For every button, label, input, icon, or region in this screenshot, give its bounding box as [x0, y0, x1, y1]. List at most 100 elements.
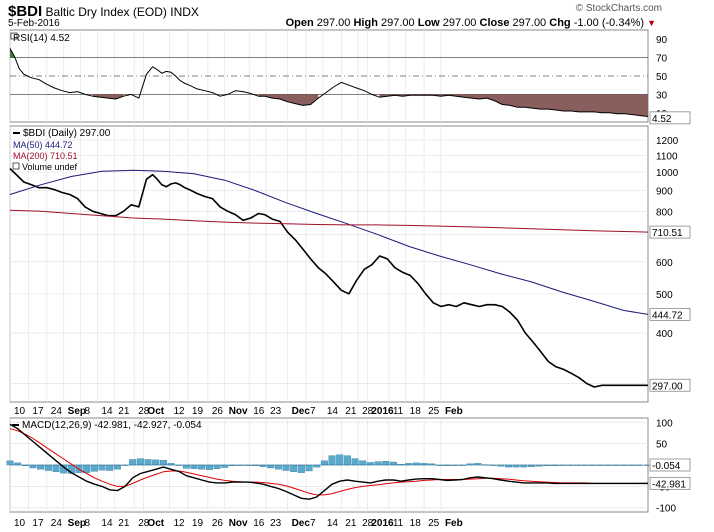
- macd-histogram-bar: [144, 459, 152, 466]
- ma200-legend: MA(200) 710.51: [13, 151, 78, 161]
- x-tick-label: 17: [32, 406, 44, 417]
- x-tick-label: Nov: [229, 406, 248, 417]
- macd-histogram-bar: [343, 455, 351, 466]
- macd-histogram-bar: [129, 459, 137, 466]
- x-tick-label: 21: [345, 406, 357, 417]
- x-tick-label: 18: [410, 406, 422, 417]
- x-tick-label: 14: [101, 406, 113, 417]
- x-tick-label-bottom: 28: [362, 518, 374, 529]
- bdi-last-value-box: [649, 378, 691, 392]
- macd-histogram-bar: [267, 464, 275, 469]
- down-arrow-icon: ▼: [647, 18, 656, 28]
- ohlc-readout: Open 297.00 High 297.00 Low 297.00 Close…: [286, 17, 656, 29]
- x-tick-label: Feb: [445, 406, 463, 417]
- x-tick-label: 24: [51, 406, 63, 417]
- macd-histogram-bar: [6, 460, 14, 466]
- macd-last-value-box: [649, 476, 691, 490]
- x-tick-label: 23: [270, 406, 282, 417]
- rsi-tick-label: 70: [656, 54, 668, 65]
- macd-histogram-bar: [374, 461, 382, 466]
- low-value: 297.00: [442, 17, 477, 29]
- rsi-tick-label: 30: [656, 90, 668, 101]
- macd-histogram-bar: [152, 459, 160, 466]
- macd-histogram-bar: [382, 461, 390, 466]
- macd-histogram-bar: [297, 464, 305, 473]
- x-tick-label-bottom: 19: [192, 518, 204, 529]
- macd-histogram-bar: [389, 461, 397, 466]
- x-tick-label-bottom: Feb: [445, 518, 463, 529]
- chart-title: $BDI Baltic Dry Index (EOD) INDX: [8, 3, 199, 20]
- ma50-last-value: 444.72: [652, 310, 683, 321]
- rsi-tick-label: 90: [656, 35, 668, 46]
- macd-histogram-bar: [90, 464, 98, 472]
- x-tick-label-bottom: 23: [270, 518, 282, 529]
- x-tick-label: 28: [138, 406, 150, 417]
- x-tick-label: 19: [192, 406, 204, 417]
- x-tick-label-bottom: 11: [393, 518, 404, 529]
- rsi-legend-marker: [10, 32, 18, 40]
- bdi-price-line: [9, 168, 648, 388]
- macd-histogram-bar: [14, 462, 22, 466]
- x-tick-label-bottom: 21: [118, 518, 130, 529]
- x-tick-label-bottom: 26: [212, 518, 224, 529]
- macd-histogram-bar: [290, 464, 298, 472]
- price-panel: [9, 125, 649, 403]
- x-tick-label: Sep: [68, 406, 86, 417]
- rsi-line: [9, 48, 649, 117]
- symbol: $BDI: [8, 3, 43, 20]
- x-tick-label-bottom: 16: [253, 518, 265, 529]
- macd-last-value: -42.981: [652, 479, 686, 490]
- x-tick-label-bottom: 24: [51, 518, 63, 529]
- macd-histogram-bar: [305, 464, 313, 472]
- x-tick-label-bottom: 8: [85, 518, 91, 529]
- macd-histogram-bar: [190, 464, 198, 469]
- price-legend-main: $BDI (Daily) 297.00: [23, 128, 111, 139]
- price-tick-label: 500: [656, 290, 673, 301]
- x-tick-label-bottom: 10: [14, 518, 26, 529]
- x-tick-label-bottom: 14: [101, 518, 113, 529]
- macd-legend: MACD(12,26,9) -42.981, -42.927, -0.054: [22, 420, 202, 431]
- x-tick-label: 14: [327, 406, 339, 417]
- x-tick-label-bottom: 14: [327, 518, 339, 529]
- x-tick-label: 8: [85, 406, 91, 417]
- price-tick-label: 1100: [656, 151, 678, 162]
- x-tick-label-bottom: 21: [345, 518, 357, 529]
- x-tick-label: 25: [428, 406, 440, 417]
- rsi-oversold-fill: [92, 94, 124, 99]
- chart-date: 5-Feb-2016: [8, 18, 60, 29]
- high-value: 297.00: [381, 17, 415, 29]
- macd-histogram-bar: [274, 464, 282, 470]
- ma200-last-value-box: [649, 225, 691, 239]
- x-tick-label: 28: [362, 406, 374, 417]
- macd-histogram-bar: [320, 460, 328, 466]
- macd-tick-label: 50: [656, 440, 668, 451]
- macd-signal-line: [9, 428, 649, 496]
- macd-histogram-bar: [328, 455, 336, 466]
- open-value: 297.00: [316, 17, 351, 29]
- macd-histogram-bar: [37, 464, 45, 470]
- x-tick-label: Oct: [147, 406, 164, 417]
- ma200-last-value: 710.51: [652, 228, 683, 239]
- close-value: 297.00: [512, 17, 547, 29]
- price-tick-label: 1200: [656, 136, 679, 147]
- macd-histogram-bar: [351, 458, 359, 466]
- x-tick-label-bottom: Sep: [68, 518, 86, 529]
- macd-histogram-bar: [504, 464, 512, 468]
- x-tick-label-bottom: 17: [32, 518, 44, 529]
- ma50-last-value-box: [649, 307, 691, 321]
- x-tick-label-bottom: 12: [174, 518, 186, 529]
- open-label: Open: [285, 17, 314, 29]
- ma50-line: [9, 169, 649, 315]
- x-tick-label: 11: [393, 406, 404, 417]
- x-tick-label: 12: [174, 406, 186, 417]
- macd-tick-label: 100: [656, 418, 673, 429]
- chg-label: Chg: [549, 17, 571, 29]
- macd-histogram-bar: [98, 464, 106, 471]
- price-tick-label: 900: [656, 187, 673, 198]
- chg-value: -1.00 (-0.34%): [573, 17, 645, 29]
- bdi-last-value: 297.00: [652, 381, 683, 392]
- macd-histogram-bar: [366, 462, 374, 466]
- brand-watermark: © StockCharts.com: [575, 3, 662, 14]
- macd-histogram-bar: [113, 464, 121, 470]
